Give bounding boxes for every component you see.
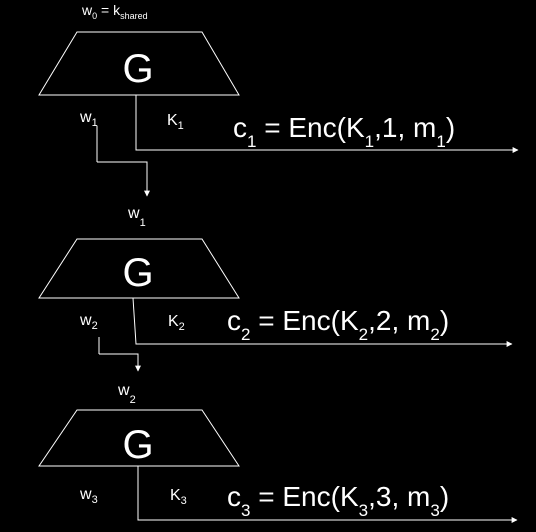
k3-output-arrow [137, 466, 518, 523]
k1-output-arrow [135, 95, 519, 153]
k2-output-label: K2 [168, 313, 185, 333]
w2-to-stage-3-arrow [99, 353, 141, 372]
g-block-3 [38, 409, 240, 467]
w1-input-label: w1 [127, 205, 146, 229]
g-block-1-label: G [122, 47, 153, 91]
k1-output-label: K1 [167, 112, 184, 132]
g-block-3-label: G [122, 423, 153, 467]
c1-equation: c1 = Enc(K1,1, m1) [233, 112, 455, 151]
c2-equation: c2 = Enc(K2,2, m2) [227, 305, 449, 344]
c3-equation: c3 = Enc(K3,3, m3) [227, 481, 449, 520]
w2-output-label: w2 [79, 312, 98, 332]
g-block-2-label: G [122, 251, 153, 295]
w1-to-stage-2-arrow [97, 161, 150, 197]
initial-state-label: w0 = kshared [81, 2, 148, 21]
stage-3: G w3 K3 c3 = Enc(K3,3, m3) [38, 409, 518, 523]
g-block-1 [38, 31, 240, 96]
stage-2: G w2 K2 c2 = Enc(K2,2, m2) [38, 238, 513, 372]
k3-output-label: K3 [170, 487, 187, 507]
k2-output-arrow [132, 297, 513, 347]
g-block-2 [38, 238, 240, 299]
w3-output-label: w3 [79, 486, 98, 506]
w2-input-label: w2 [117, 382, 136, 406]
stage-1: G w1 K1 c1 = Enc(K1,1, m1) [38, 31, 519, 197]
w1-output-label: w1 [79, 109, 98, 129]
